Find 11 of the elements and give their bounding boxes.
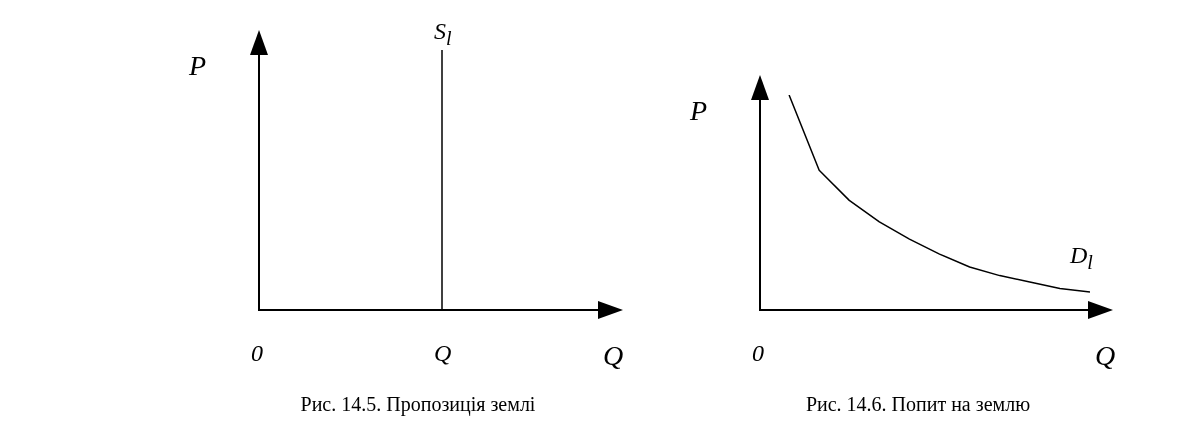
x-axis-title: Q: [1095, 340, 1116, 372]
text: S$_{l}$: [434, 18, 452, 50]
text: Q: [603, 340, 624, 372]
text: Рис. 14.6. Попит на землю: [804, 393, 1032, 416]
text: P: [189, 50, 207, 82]
text: Q: [434, 340, 452, 367]
series-label: D$_{l}$: [1070, 241, 1093, 274]
text: Рис. 14.5. Пропозиція землі: [299, 393, 537, 416]
text: 0: [752, 340, 764, 367]
y-axis-title: P: [690, 95, 708, 127]
text: 0: [251, 340, 263, 367]
